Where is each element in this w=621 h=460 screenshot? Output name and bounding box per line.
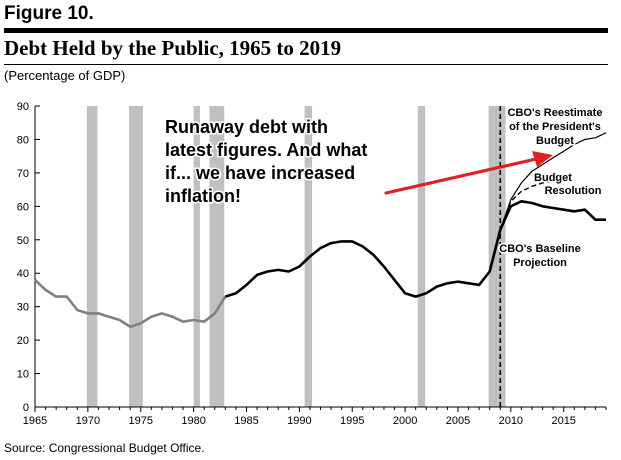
recession-bar-3 (209, 106, 225, 407)
recession-bar-0 (86, 106, 98, 407)
recession-bar-5 (417, 106, 426, 407)
x-tick-label-1975: 1975 (128, 415, 152, 427)
commentary-line-0: Runaway debt with (165, 117, 328, 137)
y-tick-label-90: 90 (17, 101, 29, 113)
source-note: Source: Congressional Budget Office. (4, 441, 205, 455)
reestimate-label-line-1: of the President's (509, 121, 601, 133)
x-tick-label-2005: 2005 (446, 415, 470, 427)
x-tick-label-1995: 1995 (340, 415, 364, 427)
recession-bar-2 (193, 106, 200, 407)
y-tick-label-30: 30 (17, 302, 29, 314)
series-line-budget-resolution (499, 180, 554, 230)
reestimate-label-line-0: CBO's Reestimate (508, 107, 603, 119)
y-tick-label-60: 60 (17, 201, 29, 213)
series-line-presidents-budget (499, 132, 607, 230)
red-arrow-head (532, 151, 553, 167)
y-tick-label-0: 0 (23, 402, 29, 414)
baseline-label-line-0: CBO's Baseline (499, 243, 580, 255)
y-tick-label-10: 10 (17, 369, 29, 381)
commentary-line-3: inflation! (165, 186, 241, 206)
reestimate-label-line-2: Budget (536, 135, 574, 147)
y-tick-label-80: 80 (17, 134, 29, 146)
red-arrow-shaft (384, 157, 538, 195)
resolution-label-line-1: Resolution (545, 185, 602, 197)
series-line-actual-1965-1983 (34, 278, 227, 329)
x-tick-label-2015: 2015 (551, 415, 575, 427)
title-rule (4, 64, 608, 65)
resolution-label-line-0: Budget (534, 172, 572, 184)
figure-label: Figure 10. (4, 3, 94, 24)
y-tick-label-70: 70 (17, 168, 29, 180)
chart-subtitle: (Percentage of GDP) (4, 68, 126, 83)
x-tick-label-1980: 1980 (181, 415, 205, 427)
x-tick-label-1965: 1965 (23, 415, 47, 427)
y-tick-label-50: 50 (17, 235, 29, 247)
chart-title: Debt Held by the Public, 1965 to 2019 (4, 36, 342, 60)
commentary-line-2: if... we have increased (165, 163, 355, 183)
commentary-line-1: latest figures. And what (165, 140, 367, 160)
y-tick-label-40: 40 (17, 268, 29, 280)
recession-bar-1 (129, 106, 143, 407)
baseline-label-line-1: Projection (513, 257, 567, 269)
series-line-baseline-projection (499, 200, 606, 231)
x-tick-label-2010: 2010 (499, 415, 523, 427)
top-rule (4, 28, 608, 33)
x-tick-label-1990: 1990 (287, 415, 311, 427)
series-line-actual-1983-2009 (224, 229, 502, 298)
x-tick-label-2000: 2000 (393, 415, 417, 427)
x-tick-label-1985: 1985 (234, 415, 258, 427)
x-tick-label-1970: 1970 (76, 415, 100, 427)
recession-bar-6 (488, 106, 506, 407)
y-tick-label-20: 20 (17, 335, 29, 347)
